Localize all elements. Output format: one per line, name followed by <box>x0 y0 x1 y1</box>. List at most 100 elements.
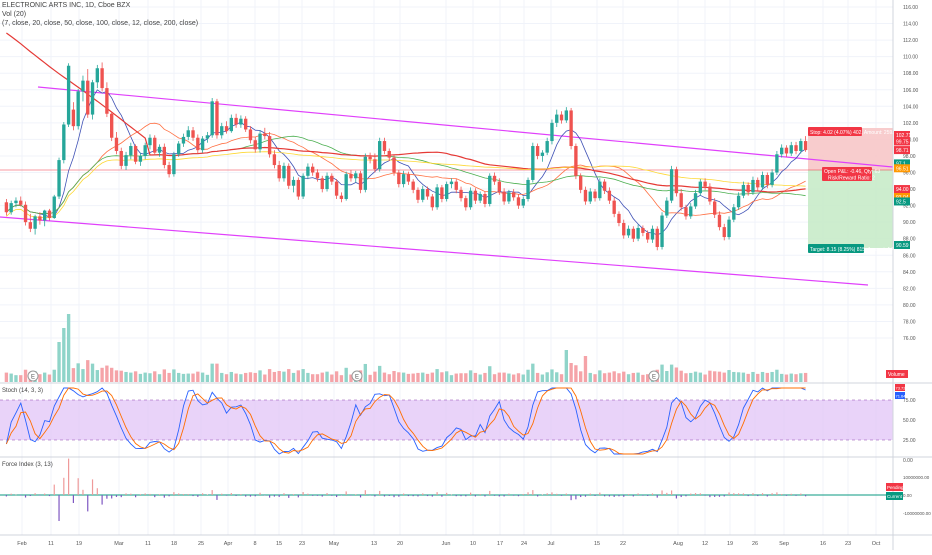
force-bar <box>91 479 94 495</box>
stoch-tick: 75.00 <box>903 398 916 404</box>
volume-bar <box>181 373 186 382</box>
volume-bar <box>401 372 406 382</box>
force-bar <box>470 492 472 495</box>
candle-body <box>76 91 80 127</box>
volume-bar <box>244 372 248 382</box>
candle-body <box>564 110 568 121</box>
volume-bar <box>626 374 631 382</box>
candle-body <box>382 141 387 151</box>
volume-bar <box>272 371 277 382</box>
price-tick: 88.00 <box>903 237 916 243</box>
time-axis[interactable]: Feb 11 19 Mar 11 18 25 Apr 8 15 23 May 13 20 Jun 10 17 24… <box>17 541 880 547</box>
force-bar <box>560 495 563 496</box>
candle-body <box>354 173 358 179</box>
candle-body <box>200 138 205 151</box>
time-label: 22 <box>620 541 626 547</box>
channel-upper-line[interactable] <box>37 86 894 168</box>
candle-body <box>521 198 525 206</box>
force-bar <box>10 493 12 495</box>
symbol-header[interactable]: ELECTRONIC ARTS INC, 1D, Cboe BZX <box>2 2 131 9</box>
volume-bar <box>200 372 205 382</box>
force-bar <box>273 495 275 497</box>
force-bar <box>312 495 314 496</box>
volume-bar <box>191 373 195 382</box>
force-tick: 10000000.00 <box>903 475 930 480</box>
volume-bar <box>689 372 693 382</box>
volume-bar <box>545 372 549 382</box>
price-tag: 94.00 <box>896 187 909 193</box>
volume-bar <box>95 370 99 382</box>
volume-bar <box>617 373 621 382</box>
force-bar <box>230 493 232 495</box>
candle-body <box>220 126 224 136</box>
force-bar <box>216 495 218 500</box>
earnings-markers[interactable]: E E E <box>27 370 660 382</box>
candlestick-series <box>4 62 808 251</box>
force-bar <box>565 493 567 495</box>
candle-body <box>344 174 348 199</box>
force-bar <box>182 494 185 495</box>
force-bar <box>532 490 534 495</box>
force-bar <box>675 495 677 499</box>
force-bar <box>68 458 70 495</box>
candle-body <box>612 200 616 214</box>
ma-header[interactable]: (7, close, 20, close, 50, close, 100, cl… <box>2 20 199 27</box>
stoch-val1: 73.72 <box>896 386 907 391</box>
force-bar <box>383 495 386 497</box>
candle-body <box>583 189 588 202</box>
force-bar <box>479 494 481 495</box>
time-label: 11 <box>48 541 54 547</box>
position-tool[interactable]: Stop: 4.02 (4.07%) 402, Amount: 259.76 O… <box>808 127 906 253</box>
force-bar <box>120 495 122 498</box>
channel-lower-line[interactable] <box>0 216 869 286</box>
candle-body <box>650 228 655 240</box>
volume-bar <box>239 374 243 382</box>
force-bar <box>761 493 764 495</box>
stoch-lines <box>5 387 806 455</box>
volume-bar <box>780 373 784 382</box>
volume-bar <box>349 374 353 382</box>
volume-bar <box>770 371 774 382</box>
candle-body <box>679 193 683 208</box>
candle-body <box>574 146 578 176</box>
candle-body <box>244 118 248 130</box>
force-bar <box>647 495 649 496</box>
volume-bar <box>674 367 679 382</box>
time-label: 18 <box>171 541 177 547</box>
volume-bar <box>665 371 669 382</box>
candle-body <box>272 154 277 166</box>
force-bar <box>795 495 797 496</box>
force-bar <box>307 493 309 495</box>
volume-bar <box>756 373 760 382</box>
price-tick: 104.00 <box>903 104 919 110</box>
candle-body <box>95 68 99 83</box>
candle-body <box>234 117 238 125</box>
candle-body <box>368 156 372 160</box>
candle-body <box>569 110 573 147</box>
price-tick: 96.00 <box>903 171 916 177</box>
target-zone[interactable] <box>808 170 893 248</box>
volume-bar <box>81 369 85 382</box>
force-bar <box>24 495 27 498</box>
force-bar <box>350 495 352 496</box>
earnings-marker-label: E <box>355 375 359 381</box>
volume-header[interactable]: Vol (20) <box>2 11 27 18</box>
volume-bar <box>129 372 133 382</box>
force-bar <box>690 493 692 495</box>
force-bar <box>556 493 558 495</box>
force-bar <box>321 495 323 497</box>
force-bar <box>249 495 252 497</box>
force-bar <box>785 495 788 496</box>
volume-bar <box>760 371 765 382</box>
earnings-marker-label: E <box>31 375 35 381</box>
force-bar <box>398 495 400 497</box>
volume-bar <box>516 373 521 382</box>
force-val1: Pending <box>887 485 904 490</box>
volume-bar <box>569 363 573 382</box>
candle-body <box>468 190 473 208</box>
volume-bar <box>559 374 564 382</box>
candle-body <box>602 181 607 191</box>
candle-body <box>799 141 803 151</box>
